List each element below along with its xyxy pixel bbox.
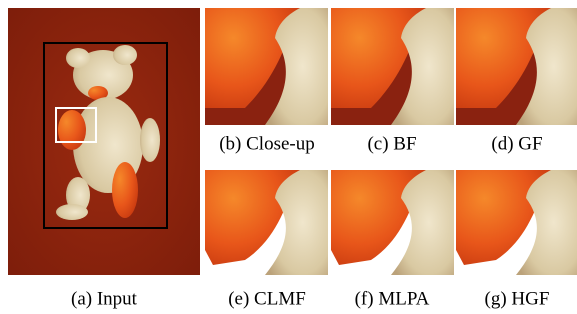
caption: (c) BF (367, 133, 416, 154)
clmf-image (205, 170, 328, 275)
caption: (b) Close-up (219, 133, 315, 154)
hgf-image (456, 170, 577, 275)
caption: (e) CLMF (228, 288, 306, 309)
caption: (f) MLPA (355, 288, 430, 309)
caption: (a) Input (71, 288, 138, 309)
mlpa-image (331, 170, 454, 275)
caption: (g) HGF (485, 288, 550, 309)
bf-image (331, 8, 454, 125)
close-up-image (205, 8, 328, 125)
input-image (8, 8, 200, 275)
gf-image (456, 8, 577, 125)
caption: (d) GF (491, 133, 542, 154)
figure: (a) Input (b) Close-up (c) BF (d) GF (e)… (0, 0, 577, 314)
